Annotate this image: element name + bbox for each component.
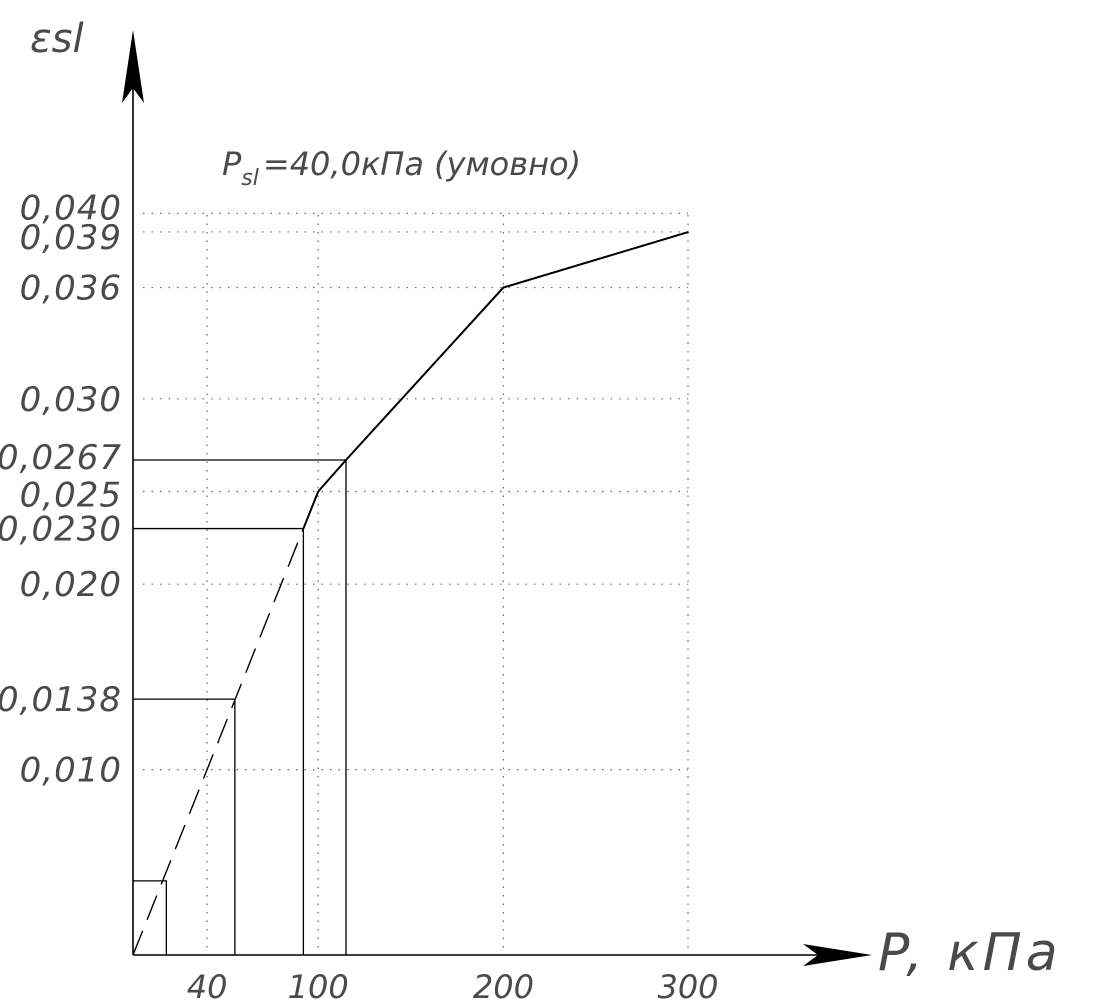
y-tick-label: 0,036 xyxy=(20,269,122,309)
y-tick-label: 0,030 xyxy=(20,380,122,420)
x-tick-label: 40 xyxy=(187,968,228,1003)
x-tick-label: 200 xyxy=(473,968,534,1003)
series-line-dashed xyxy=(132,528,305,956)
annotation-rest: =40,0кПа (умовно) xyxy=(263,145,581,183)
annotation-psl: Psl =40,0кПа (умовно) xyxy=(222,145,581,191)
y-tick-label: 0,025 xyxy=(20,476,122,516)
series-group xyxy=(132,230,689,956)
y-tick-label: 0,0138 xyxy=(0,680,122,720)
y-tick-label: 0,020 xyxy=(20,565,122,605)
y-axis-arrow xyxy=(122,30,144,103)
axes-group xyxy=(122,30,872,966)
y-tick-label: 0,0267 xyxy=(0,438,122,478)
small-box xyxy=(133,880,167,955)
y-axis-title: εsl xyxy=(30,16,84,62)
grid-lines xyxy=(143,212,689,951)
x-axis-title: P, кПа xyxy=(878,923,1062,983)
y-tick-label: 0,039 xyxy=(20,218,122,258)
y-tick-label: 0,040 xyxy=(20,188,122,228)
y-tick-label: 0,010 xyxy=(20,751,122,791)
annotation-sub: sl xyxy=(241,166,259,191)
projection-lines xyxy=(133,459,347,955)
x-axis-arrow xyxy=(803,944,872,966)
x-tick-label: 100 xyxy=(288,968,349,1003)
y-tick-label: 0,0230 xyxy=(0,510,122,550)
annotation-main: P xyxy=(222,145,242,183)
series-line-solid xyxy=(302,230,689,529)
x-tick-label: 300 xyxy=(657,968,718,1003)
